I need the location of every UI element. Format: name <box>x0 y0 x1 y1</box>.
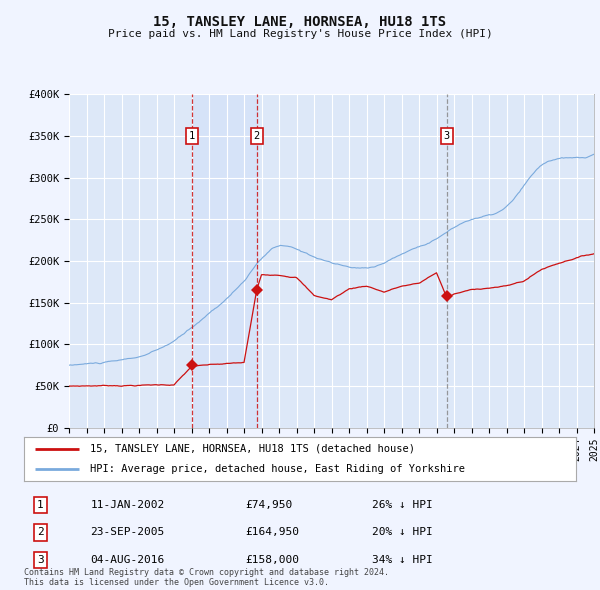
Text: 2: 2 <box>37 527 44 537</box>
Bar <box>192 94 257 428</box>
Text: 1: 1 <box>37 500 44 510</box>
Text: Contains HM Land Registry data © Crown copyright and database right 2024.
This d: Contains HM Land Registry data © Crown c… <box>24 568 389 587</box>
Text: 3: 3 <box>443 131 450 141</box>
Text: 3: 3 <box>37 555 44 565</box>
Text: 20% ↓ HPI: 20% ↓ HPI <box>372 527 433 537</box>
Text: 34% ↓ HPI: 34% ↓ HPI <box>372 555 433 565</box>
Text: HPI: Average price, detached house, East Riding of Yorkshire: HPI: Average price, detached house, East… <box>90 464 465 474</box>
Text: £158,000: £158,000 <box>245 555 299 565</box>
Text: 1: 1 <box>189 131 195 141</box>
Text: 15, TANSLEY LANE, HORNSEA, HU18 1TS (detached house): 15, TANSLEY LANE, HORNSEA, HU18 1TS (det… <box>90 444 415 454</box>
Text: 04-AUG-2016: 04-AUG-2016 <box>90 555 164 565</box>
Text: 26% ↓ HPI: 26% ↓ HPI <box>372 500 433 510</box>
Text: Price paid vs. HM Land Registry's House Price Index (HPI): Price paid vs. HM Land Registry's House … <box>107 30 493 39</box>
Text: £74,950: £74,950 <box>245 500 292 510</box>
Text: £164,950: £164,950 <box>245 527 299 537</box>
Text: 2: 2 <box>254 131 260 141</box>
Text: 15, TANSLEY LANE, HORNSEA, HU18 1TS: 15, TANSLEY LANE, HORNSEA, HU18 1TS <box>154 15 446 29</box>
Text: 11-JAN-2002: 11-JAN-2002 <box>90 500 164 510</box>
Text: 23-SEP-2005: 23-SEP-2005 <box>90 527 164 537</box>
